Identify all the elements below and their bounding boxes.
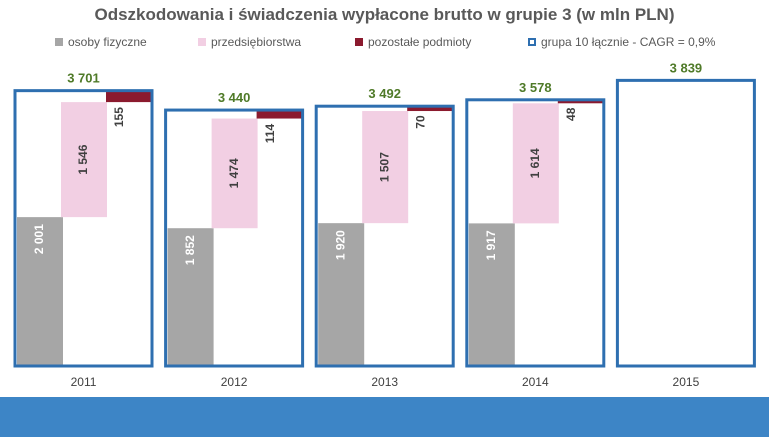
label-total-2011: 3 701 (67, 71, 100, 86)
total-box-2014 (465, 98, 606, 368)
label-osoby-fizyczne-2011: 2 001 (32, 224, 46, 254)
legend-label-przedsiebiorstwa: przedsiębiorstwa (211, 35, 302, 49)
label-przedsiebiorstwa-2012: 1 474 (227, 158, 241, 188)
bar-osoby-fizyczne-2014 (468, 223, 515, 366)
chart-plot-area: 2 001 1 546 155 3 701 2011 1 852 1 474 114 3 440… (13, 60, 756, 389)
label-osoby-fizyczne-2014: 1 917 (484, 230, 498, 260)
legend-label-pozostale-podmioty: pozostałe podmioty (368, 35, 472, 49)
label-total-2013: 3 492 (368, 86, 401, 101)
legend-swatch-grupa-10 (528, 38, 536, 46)
legend-item-pozostale-podmioty: pozostałe podmioty (355, 35, 471, 49)
bar-przedsiebiorstwa-2013 (362, 111, 409, 224)
bar-przedsiebiorstwa-2014 (512, 103, 559, 224)
label-pozostale-podmioty-2013: 70 (413, 115, 427, 129)
total-box-2015 (615, 78, 756, 368)
chart-legend: osoby fizyczne przedsiębiorstwa pozostał… (0, 35, 769, 53)
total-box-2012 (164, 108, 305, 368)
x-tick-label-2014: 2014 (522, 375, 549, 389)
label-total-2014: 3 578 (519, 80, 552, 95)
total-box-bg-2015 (617, 80, 755, 366)
label-pozostale-podmioty-2011: 155 (112, 107, 126, 127)
x-tick-label-2011: 2011 (71, 375, 97, 389)
bar-osoby-fizyczne-2012 (167, 228, 214, 366)
bar-przedsiebiorstwa-2011 (61, 102, 107, 218)
total-box-2011 (13, 89, 154, 368)
legend-label-grupa-10: grupa 10 łącznie - CAGR = 0,9% (541, 35, 716, 49)
bar-pozostale-podmioty-2011 (106, 90, 152, 103)
label-pozostale-podmioty-2012: 114 (263, 124, 277, 144)
label-pozostale-podmioty-2014: 48 (564, 107, 578, 121)
bar-osoby-fizyczne-2011 (17, 217, 63, 366)
legend-item-grupa-10: grupa 10 łącznie - CAGR = 0,9% (528, 35, 715, 49)
legend-item-przedsiebiorstwa: przedsiębiorstwa (198, 35, 301, 49)
label-osoby-fizyczne-2012: 1 852 (183, 235, 197, 265)
total-box-2013 (314, 104, 455, 368)
legend-swatch-osoby-fizyczne (55, 38, 63, 46)
label-przedsiebiorstwa-2013: 1 507 (377, 152, 391, 182)
legend-swatch-przedsiebiorstwa (198, 38, 206, 46)
label-przedsiebiorstwa-2014: 1 614 (528, 148, 542, 178)
x-tick-label-2013: 2013 (371, 375, 398, 389)
label-total-2015: 3 839 (670, 60, 703, 75)
legend-label-osoby-fizyczne: osoby fizyczne (68, 35, 147, 49)
label-przedsiebiorstwa-2011: 1 546 (76, 144, 90, 174)
bar-pozostale-podmioty-2012 (256, 110, 303, 119)
x-tick-label-2015: 2015 (673, 375, 700, 389)
label-osoby-fizyczne-2013: 1 920 (333, 230, 347, 260)
x-tick-label-2012: 2012 (221, 375, 248, 389)
bar-osoby-fizyczne-2013 (318, 223, 365, 366)
legend-swatch-pozostale-podmioty (355, 38, 363, 46)
bar-przedsiebiorstwa-2012 (211, 118, 258, 229)
legend-item-osoby-fizyczne: osoby fizyczne (55, 35, 147, 49)
chart-title: Odszkodowania i świadczenia wypłacone br… (94, 5, 675, 24)
bar-pozostale-podmioty-2014 (557, 99, 604, 104)
footer-band (0, 397, 769, 437)
bar-pozostale-podmioty-2013 (407, 105, 454, 112)
label-total-2012: 3 440 (218, 90, 251, 105)
